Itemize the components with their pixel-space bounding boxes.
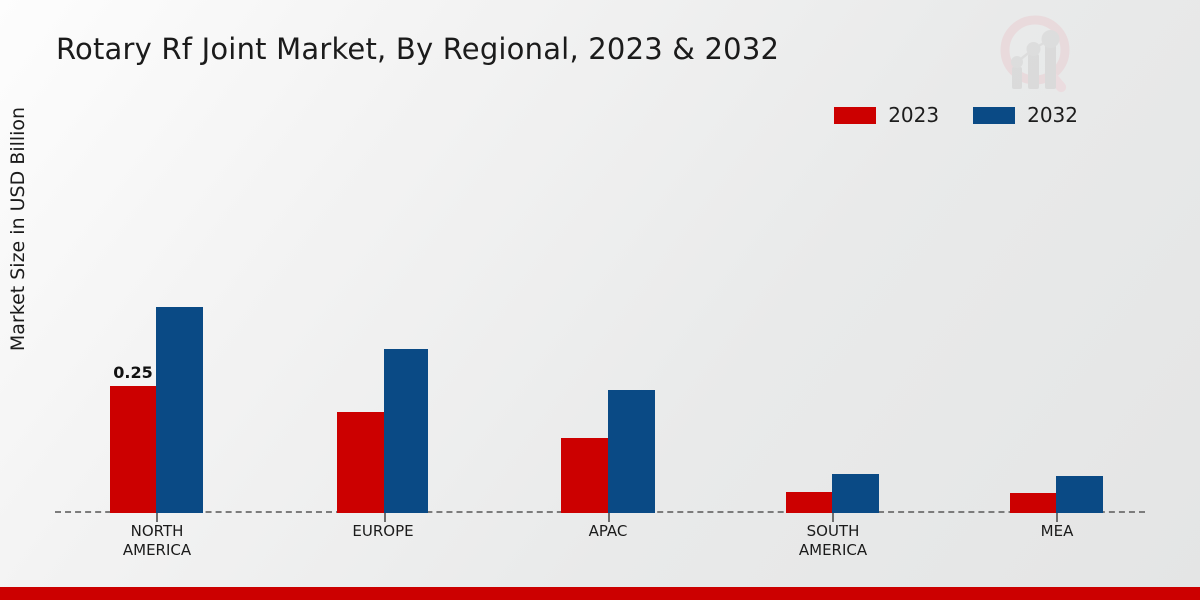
x-axis-tick-south-america — [832, 513, 834, 522]
category-label-mea: MEA — [1040, 522, 1074, 540]
bar-2023-north-america[interactable]: 0.25 — [110, 363, 156, 513]
bar-2032-mea[interactable] — [1056, 476, 1103, 513]
category-label-apac: APAC — [588, 522, 628, 540]
bar-2032-north-america[interactable] — [156, 307, 203, 513]
bar-group-mea: MEA — [1010, 140, 1103, 540]
bar-group-south-america: SOUTH AMERICA — [786, 140, 879, 559]
x-axis-tick-apac — [608, 513, 610, 522]
legend-label-2032: 2032 — [1027, 103, 1078, 127]
category-label-europe: EUROPE — [352, 522, 414, 540]
category-label-north-america: NORTH AMERICA — [122, 522, 192, 560]
bar-2032-south-america[interactable] — [832, 474, 879, 513]
bar-2023-mea[interactable] — [1010, 493, 1056, 513]
watermark-logo — [1000, 15, 1070, 93]
legend-item-2023[interactable]: 2023 — [834, 103, 939, 127]
bar-2023-apac[interactable] — [561, 438, 608, 513]
x-axis-tick-north-america — [156, 513, 158, 522]
chart-legend: 2023 2032 — [834, 103, 1078, 127]
bar-2032-europe[interactable] — [384, 349, 428, 513]
plot-area: 0.25 NORTH AMERICA EUROPE APAC SOUTH AME… — [55, 140, 1145, 559]
legend-label-2023: 2023 — [888, 103, 940, 127]
bar-group-europe: EUROPE — [337, 140, 428, 540]
bar-group-north-america: 0.25 NORTH AMERICA — [110, 140, 203, 559]
bar-value-label-north-america-2023: 0.25 — [113, 363, 153, 382]
x-axis-tick-mea — [1056, 513, 1058, 522]
bar-2023-south-america[interactable] — [786, 492, 832, 513]
bar-growth-icon — [1011, 30, 1060, 89]
legend-swatch-2032 — [973, 106, 1016, 124]
footer-accent-bar — [0, 587, 1200, 600]
legend-swatch-2023 — [834, 106, 877, 124]
category-label-south-america: SOUTH AMERICA — [798, 522, 868, 560]
chart-title: Rotary Rf Joint Market, By Regional, 202… — [56, 32, 780, 66]
legend-item-2032[interactable]: 2032 — [973, 103, 1078, 127]
y-axis-title: Market Size in USD Billion — [7, 106, 29, 352]
bar-2032-apac[interactable] — [608, 390, 655, 513]
bar-2023-europe[interactable] — [337, 412, 384, 513]
bar-group-apac: APAC — [561, 140, 655, 540]
x-axis-tick-europe — [384, 513, 386, 522]
